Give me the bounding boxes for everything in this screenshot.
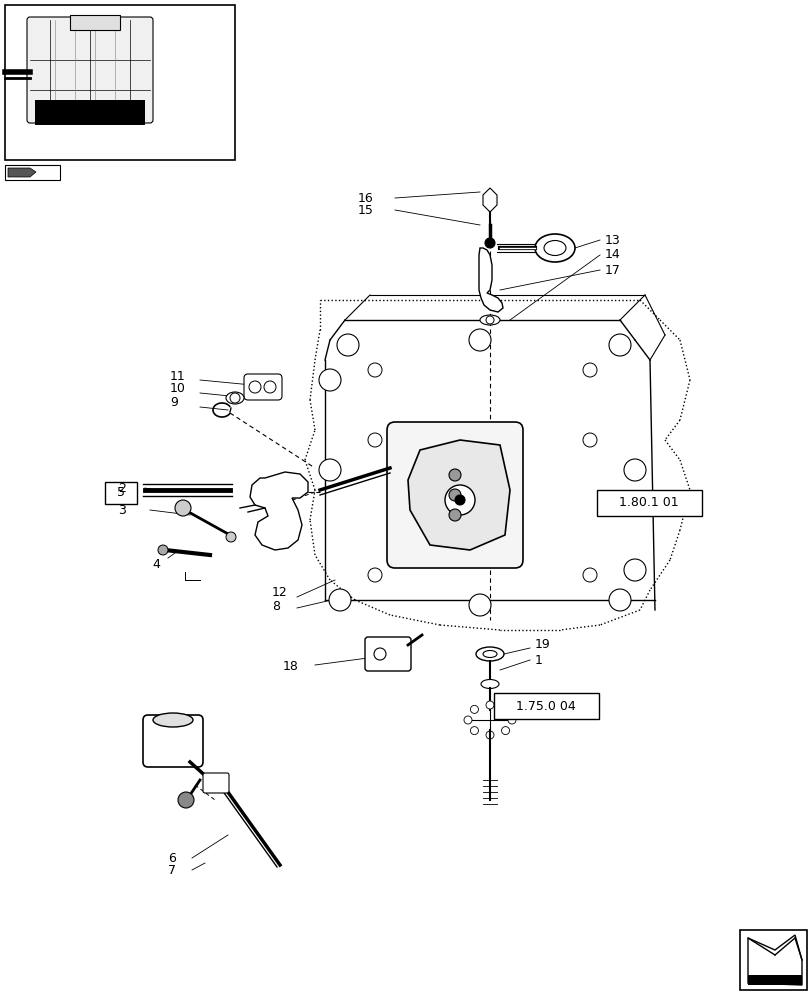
Circle shape [470, 705, 478, 713]
Bar [596, 490, 702, 516]
Circle shape [175, 500, 191, 516]
Ellipse shape [483, 650, 496, 658]
Polygon shape [5, 165, 60, 180]
Text: 3: 3 [118, 504, 126, 516]
Text: 1: 1 [534, 654, 543, 666]
FancyBboxPatch shape [365, 637, 410, 671]
Circle shape [484, 238, 495, 248]
Circle shape [367, 433, 381, 447]
Text: 11: 11 [169, 369, 186, 382]
Circle shape [158, 545, 168, 555]
Text: 10: 10 [169, 382, 186, 395]
Polygon shape [70, 15, 120, 30]
Text: 17: 17 [604, 263, 620, 276]
Circle shape [225, 532, 236, 542]
Polygon shape [250, 472, 307, 550]
Polygon shape [407, 440, 509, 550]
Text: 7: 7 [168, 863, 176, 876]
Circle shape [501, 727, 509, 735]
Circle shape [367, 363, 381, 377]
Text: 13: 13 [604, 233, 620, 246]
Bar [739, 930, 806, 990]
Polygon shape [478, 248, 502, 312]
Bar [105, 482, 137, 504]
Circle shape [501, 705, 509, 713]
Ellipse shape [543, 240, 565, 255]
Circle shape [608, 334, 630, 356]
Polygon shape [747, 935, 801, 985]
Circle shape [367, 568, 381, 582]
Text: 5: 5 [117, 487, 125, 499]
Circle shape [469, 594, 491, 616]
Circle shape [264, 381, 276, 393]
Bar [35, 100, 145, 125]
Circle shape [486, 701, 493, 709]
Circle shape [448, 469, 461, 481]
Circle shape [444, 485, 474, 515]
Ellipse shape [225, 392, 243, 404]
Text: 9: 9 [169, 396, 178, 410]
Text: 14: 14 [604, 248, 620, 261]
Text: 1.75.0 04: 1.75.0 04 [516, 700, 575, 712]
Circle shape [328, 589, 350, 611]
Text: 15: 15 [358, 204, 373, 217]
Circle shape [582, 363, 596, 377]
Circle shape [249, 381, 260, 393]
Circle shape [448, 489, 461, 501]
Circle shape [470, 727, 478, 735]
Text: 8: 8 [272, 600, 280, 613]
Text: 1.80.1 01: 1.80.1 01 [619, 496, 678, 510]
Polygon shape [483, 188, 496, 212]
Bar [493, 693, 599, 719]
Text: 18: 18 [283, 660, 298, 672]
Circle shape [319, 459, 341, 481]
Ellipse shape [475, 647, 504, 661]
Text: 6: 6 [168, 852, 176, 864]
Ellipse shape [534, 234, 574, 262]
FancyBboxPatch shape [143, 715, 203, 767]
Ellipse shape [479, 315, 500, 325]
FancyBboxPatch shape [243, 374, 281, 400]
Circle shape [623, 559, 646, 581]
Circle shape [623, 459, 646, 481]
Text: 12: 12 [272, 586, 287, 599]
FancyBboxPatch shape [203, 773, 229, 793]
Polygon shape [747, 975, 801, 985]
FancyBboxPatch shape [27, 17, 152, 123]
Ellipse shape [152, 713, 193, 727]
Circle shape [448, 509, 461, 521]
Circle shape [319, 369, 341, 391]
Circle shape [582, 568, 596, 582]
Circle shape [469, 329, 491, 351]
Circle shape [178, 792, 194, 808]
Circle shape [463, 716, 471, 724]
Text: 19: 19 [534, 639, 550, 652]
Circle shape [486, 731, 493, 739]
Circle shape [608, 589, 630, 611]
Text: 4: 4 [152, 558, 160, 570]
Circle shape [486, 316, 493, 324]
Circle shape [454, 495, 465, 505]
FancyBboxPatch shape [387, 422, 522, 568]
Circle shape [337, 334, 358, 356]
Ellipse shape [480, 680, 499, 688]
Text: 16: 16 [358, 192, 373, 205]
Polygon shape [8, 168, 36, 177]
Circle shape [508, 716, 515, 724]
Text: 2: 2 [118, 482, 126, 494]
Circle shape [582, 433, 596, 447]
Bar [5, 5, 234, 160]
Circle shape [230, 393, 240, 403]
Circle shape [374, 648, 385, 660]
